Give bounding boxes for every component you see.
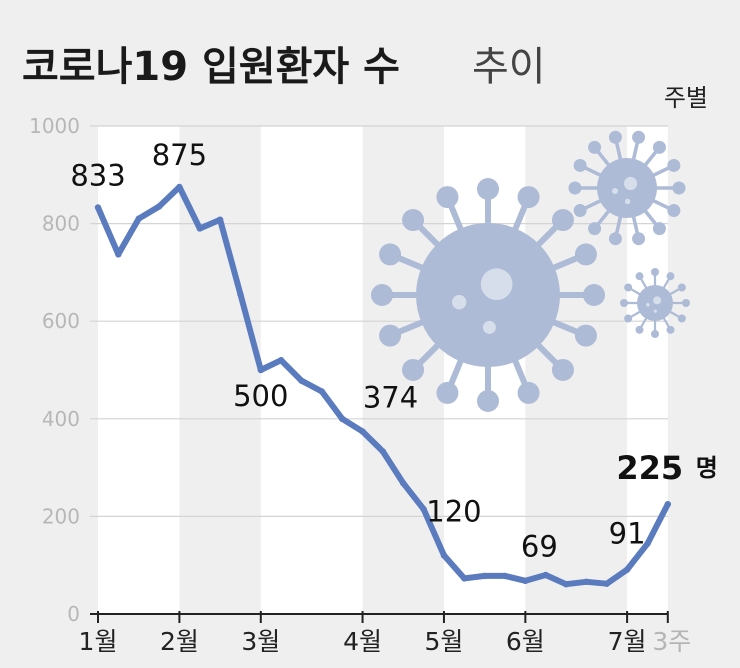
data-label: 225: [616, 449, 683, 487]
x-tick-label: 2월: [160, 627, 199, 656]
data-label: 875: [152, 138, 207, 172]
data-point: [481, 572, 488, 580]
x-tick-label: 6월: [506, 627, 545, 656]
data-point: [379, 448, 387, 455]
y-tick-label: 0: [67, 602, 80, 626]
y-tick-label: 1000: [29, 114, 80, 138]
virus-icon-medium: [568, 130, 686, 246]
data-point: [420, 505, 427, 513]
data-point: [216, 216, 224, 223]
data-point: [318, 388, 326, 395]
data-point: [277, 357, 285, 364]
data-point: [664, 501, 671, 508]
data-label: 833: [70, 158, 125, 192]
data-point: [257, 366, 264, 374]
data-point: [400, 480, 407, 487]
x-tick-label: 3주: [652, 627, 691, 656]
data-label: 120: [426, 494, 481, 528]
data-labels: 833 875 500 374 120 69 91 225 명: [70, 138, 718, 563]
data-point: [155, 203, 163, 210]
data-point: [298, 377, 305, 384]
data-point: [461, 575, 468, 582]
unit-label: 주별: [664, 84, 708, 112]
x-axis: 1월 2월 3월 4월 5월 6월 7월 3주: [79, 611, 691, 656]
data-point: [339, 415, 346, 422]
data-label: 500: [233, 379, 288, 413]
data-label: 91: [609, 517, 646, 551]
data-point: [603, 580, 610, 587]
data-point: [583, 578, 590, 585]
month-band: [98, 126, 180, 614]
virus-icon-small: [620, 268, 690, 338]
y-tick-label: 400: [42, 407, 80, 431]
data-point: [237, 291, 244, 298]
data-point: [176, 183, 183, 191]
month-band: [260, 126, 363, 614]
virus-icon-large: [371, 178, 605, 412]
series-points: [94, 183, 671, 588]
data-point: [196, 225, 203, 232]
data-label-unit: 명: [696, 454, 718, 482]
y-tick-label: 800: [42, 212, 80, 236]
x-tick-label: 1월: [79, 627, 118, 656]
x-tick-label: 5월: [424, 627, 463, 656]
data-label: 69: [521, 529, 558, 563]
x-tick-label: 7월: [608, 627, 647, 656]
chart-title-light: 추이: [472, 44, 546, 90]
y-tick-label: 200: [42, 504, 80, 528]
data-point: [94, 204, 102, 211]
y-tick-label: 600: [42, 309, 80, 333]
data-point: [562, 581, 570, 588]
data-point: [359, 428, 366, 435]
data-point: [501, 572, 509, 580]
x-tick-label: 4월: [343, 627, 382, 656]
data-point: [522, 577, 529, 585]
data-label: 374: [363, 380, 418, 414]
data-point: [440, 552, 448, 559]
y-axis: 1000 800 600 400 200 0: [29, 114, 80, 626]
data-point: [542, 571, 549, 579]
chart-title-bold: 코로나19 입원환자 수: [22, 44, 400, 90]
data-point: [115, 251, 122, 258]
data-point: [135, 215, 142, 222]
x-tick-label: 3월: [241, 627, 280, 656]
data-point: [644, 540, 651, 547]
data-point: [623, 566, 631, 573]
